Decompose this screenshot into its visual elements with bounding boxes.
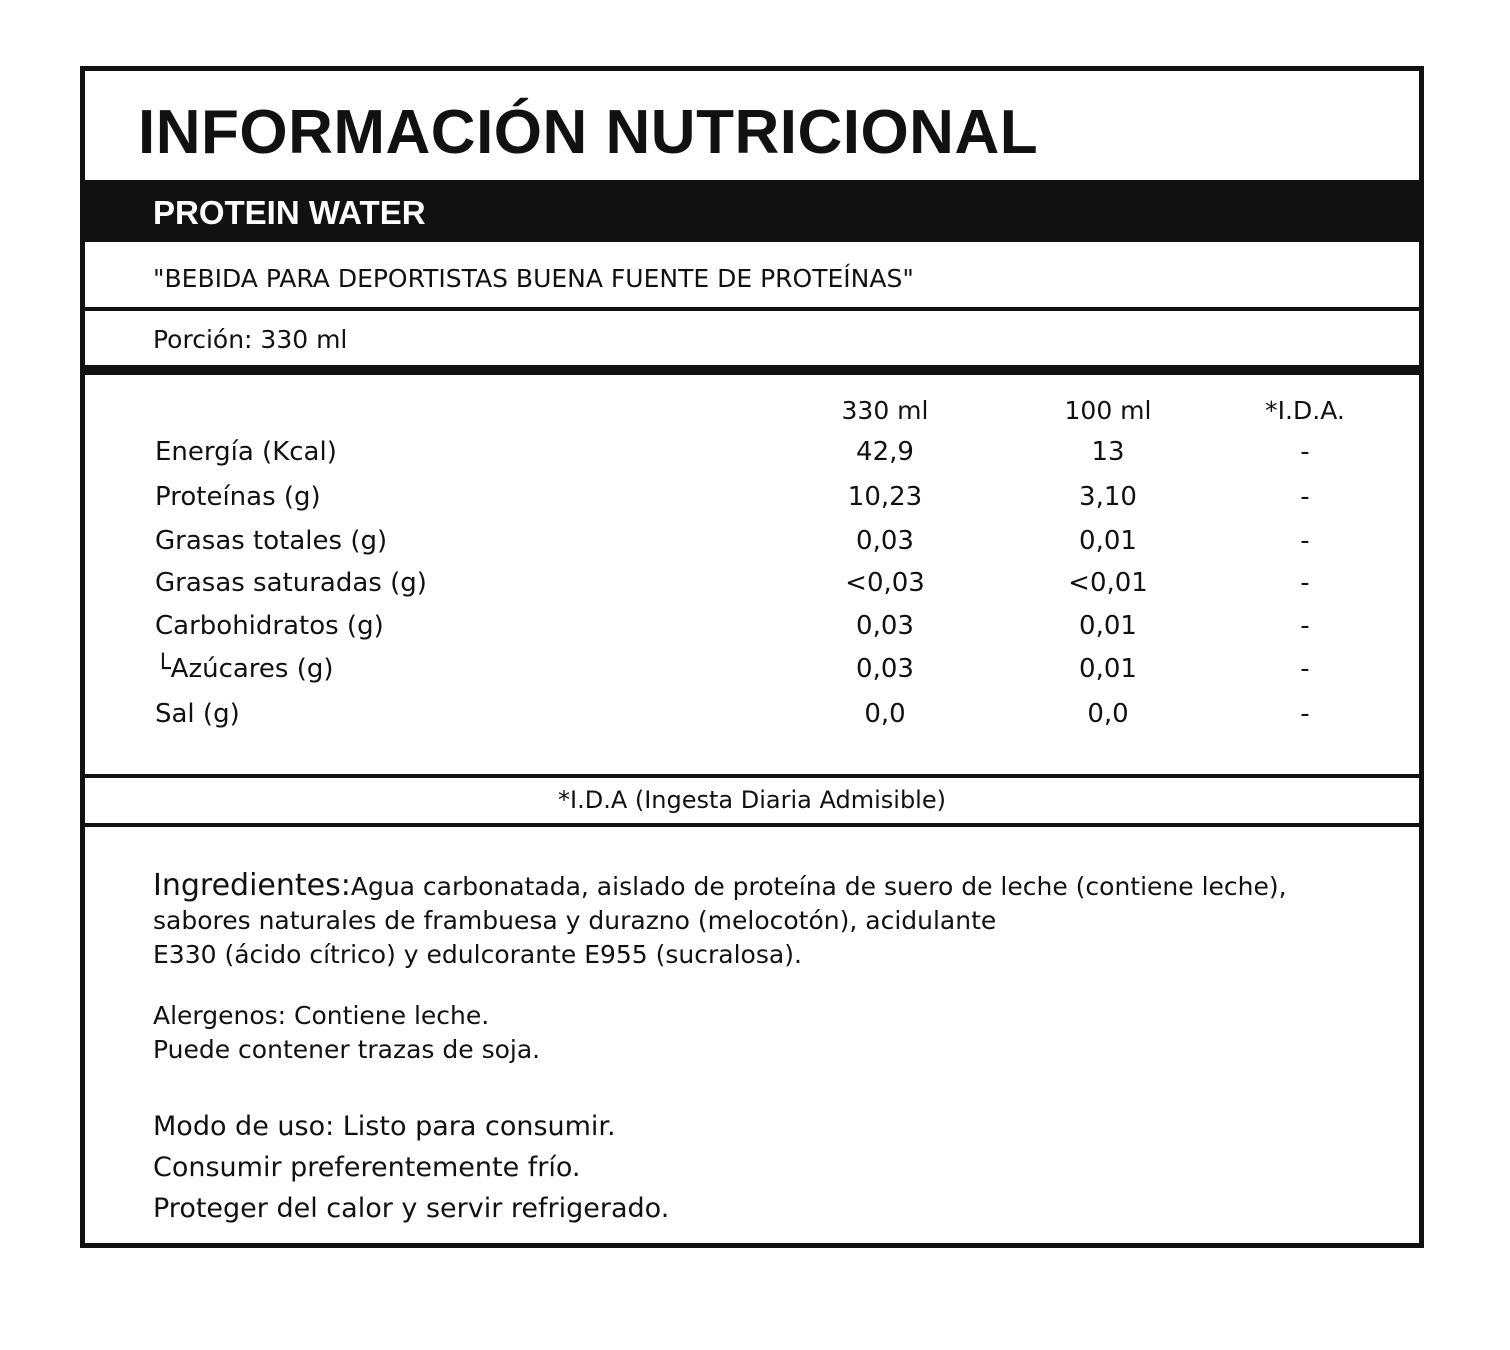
- value-100ml: 0,01: [1079, 654, 1137, 684]
- nutrient-name: Grasas totales (g): [155, 526, 388, 556]
- table-row: Grasas saturadas (g) <0,03 <0,01 -: [85, 568, 1419, 608]
- value-ida: -: [1300, 611, 1310, 641]
- divider-thick: [85, 365, 1419, 375]
- nutrient-name: Proteínas (g): [155, 482, 321, 512]
- product-band: PROTEIN WATER: [85, 180, 1419, 242]
- product-claim: "BEBIDA PARA DEPORTISTAS BUENA FUENTE DE…: [153, 264, 914, 293]
- ingredients-first-line: Ingredientes:Agua carbonatada, aislado d…: [153, 869, 1403, 904]
- nutrition-label: INFORMACIÓN NUTRICIONAL PROTEIN WATER "B…: [80, 66, 1424, 1248]
- value-ida: -: [1300, 654, 1310, 684]
- column-header-100ml: 100 ml: [1064, 396, 1152, 425]
- allergens-text: Puede contener trazas de soja.: [153, 1035, 541, 1064]
- value-100ml: <0,01: [1068, 568, 1148, 598]
- product-name: PROTEIN WATER: [153, 194, 426, 231]
- nutrient-name: Carbohidratos (g): [155, 611, 384, 641]
- label-title: INFORMACIÓN NUTRICIONAL: [138, 98, 1039, 167]
- table-row: Sal (g) 0,0 0,0 -: [85, 699, 1419, 739]
- value-ida: -: [1300, 568, 1310, 598]
- column-header-ida: *I.D.A.: [1265, 396, 1345, 425]
- table-row: └Azúcares (g) 0,03 0,01 -: [85, 654, 1419, 694]
- column-header-330ml: 330 ml: [841, 396, 929, 425]
- value-100ml: 0,0: [1087, 699, 1129, 729]
- ida-footnote: *I.D.A (Ingesta Diaria Admisible): [558, 786, 946, 814]
- divider: [85, 774, 1419, 778]
- value-ida: -: [1300, 526, 1310, 556]
- usage-text: Consumir preferentemente frío.: [153, 1152, 581, 1183]
- usage-text: Proteger del calor y servir refrigerado.: [153, 1193, 670, 1224]
- nutrient-name: Sal (g): [155, 699, 240, 729]
- ingredients-label: Ingredientes:: [153, 868, 351, 903]
- value-100ml: 13: [1091, 437, 1125, 467]
- allergens-block: Alergenos: Contiene leche. Puede contene…: [153, 999, 540, 1067]
- nutrient-name: └Azúcares (g): [155, 654, 334, 684]
- ingredients-text: sabores naturales de frambuesa y durazno…: [153, 906, 997, 935]
- value-100ml: 0,01: [1079, 526, 1137, 556]
- value-ida: -: [1300, 482, 1310, 512]
- nutrient-name: Grasas saturadas (g): [155, 568, 427, 598]
- table-row: Carbohidratos (g) 0,03 0,01 -: [85, 611, 1419, 651]
- divider: [85, 823, 1419, 827]
- value-ida: -: [1300, 437, 1310, 467]
- value-330ml: <0,03: [845, 568, 925, 598]
- divider: [85, 307, 1419, 311]
- value-100ml: 0,01: [1079, 611, 1137, 641]
- table-row: Grasas totales (g) 0,03 0,01 -: [85, 526, 1419, 566]
- portion-size: Porción: 330 ml: [153, 325, 348, 354]
- value-330ml: 0,03: [856, 611, 914, 641]
- value-ida: -: [1300, 699, 1310, 729]
- usage-text: Modo de uso: Listo para consumir.: [153, 1111, 616, 1142]
- ingredients-text: E330 (ácido cítrico) y edulcorante E955 …: [153, 940, 802, 969]
- allergens-text: Alergenos: Contiene leche.: [153, 1001, 490, 1030]
- table-row: Energía (Kcal) 42,9 13 -: [85, 437, 1419, 477]
- value-330ml: 42,9: [856, 437, 914, 467]
- value-330ml: 0,0: [864, 699, 906, 729]
- value-330ml: 0,03: [856, 526, 914, 556]
- value-100ml: 3,10: [1079, 482, 1137, 512]
- value-330ml: 10,23: [847, 482, 923, 512]
- value-330ml: 0,03: [856, 654, 914, 684]
- ingredients-block: Ingredientes:Agua carbonatada, aislado d…: [153, 869, 1403, 972]
- ingredients-text: Agua carbonatada, aislado de proteína de…: [350, 872, 1287, 901]
- nutrient-name: Energía (Kcal): [155, 437, 337, 467]
- table-row: Proteínas (g) 10,23 3,10 -: [85, 482, 1419, 522]
- usage-block: Modo de uso: Listo para consumir. Consum…: [153, 1106, 669, 1229]
